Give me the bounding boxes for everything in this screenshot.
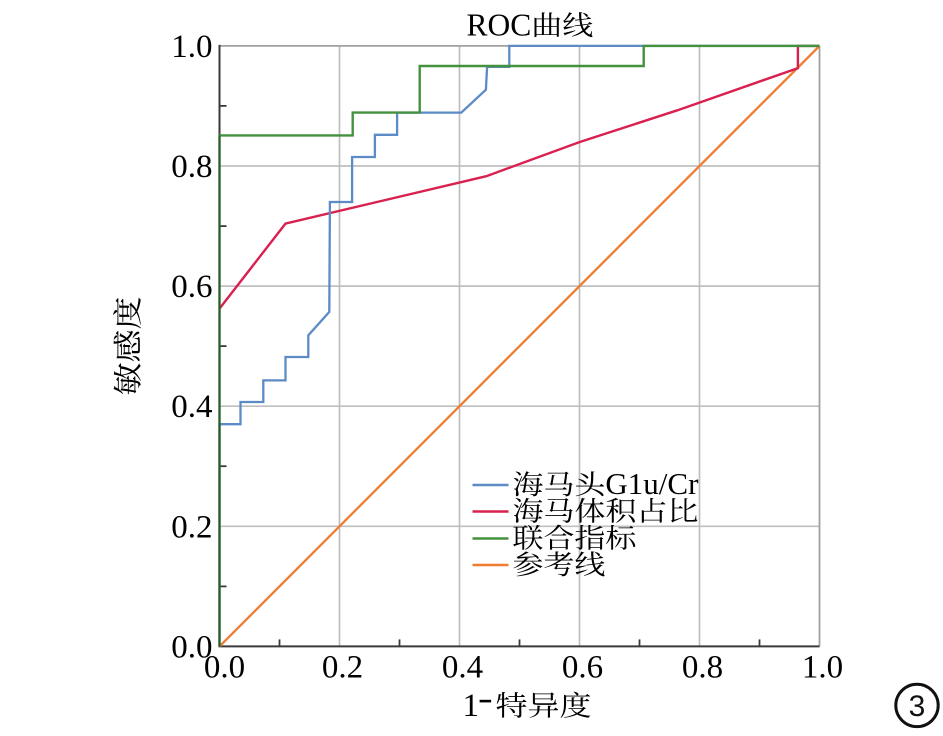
svg-text:0.4: 0.4 [442, 650, 483, 686]
svg-text:0.6: 0.6 [171, 269, 212, 305]
svg-text:1.0: 1.0 [171, 29, 212, 65]
svg-text:G1u/Cr: G1u/Cr [605, 466, 699, 501]
svg-text:0.2: 0.2 [322, 650, 363, 686]
svg-text:1.0: 1.0 [802, 650, 843, 686]
svg-text:0.8: 0.8 [682, 650, 723, 686]
svg-text:0.8: 0.8 [171, 149, 212, 185]
svg-text:0.0: 0.0 [204, 650, 245, 686]
svg-text:ROC: ROC [467, 7, 532, 42]
svg-text:0.6: 0.6 [562, 650, 603, 686]
svg-text:1: 1 [463, 688, 480, 724]
svg-text:3: 3 [909, 690, 926, 723]
svg-text:0.0: 0.0 [171, 629, 212, 665]
svg-text:0.2: 0.2 [171, 509, 212, 545]
svg-text:0.4: 0.4 [171, 389, 212, 425]
